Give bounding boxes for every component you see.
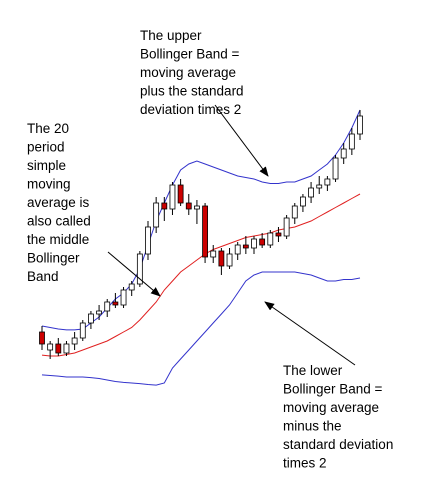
candle-body bbox=[104, 301, 111, 312]
annotation-line: Bollinger bbox=[27, 251, 80, 266]
candle-body bbox=[210, 250, 217, 258]
candle-body bbox=[267, 232, 274, 246]
candle-body bbox=[169, 184, 176, 210]
candle-body bbox=[251, 238, 257, 249]
candle-body bbox=[153, 202, 160, 228]
candle-body bbox=[145, 226, 151, 255]
candle-body bbox=[177, 184, 184, 204]
candle-body bbox=[283, 217, 290, 237]
candle-body bbox=[348, 133, 355, 150]
candle-body bbox=[234, 244, 241, 255]
annotation-line: plus the standard bbox=[140, 84, 244, 99]
candle-body bbox=[88, 313, 94, 324]
annotation-line: Bollinger Band = bbox=[283, 382, 383, 397]
candle-body bbox=[63, 343, 70, 354]
annotation-line: period bbox=[27, 140, 65, 155]
annotation-line: standard deviation bbox=[283, 437, 393, 452]
annotation-line: moving bbox=[27, 177, 71, 192]
annotation-line: Band bbox=[27, 269, 59, 284]
annotations: The upper Bollinger Band = moving average p… bbox=[27, 28, 393, 471]
arrow bbox=[214, 104, 269, 177]
annotation-line: Bollinger Band = bbox=[140, 47, 240, 62]
candle-body bbox=[120, 289, 127, 306]
candle-body bbox=[316, 184, 323, 189]
candle-body bbox=[202, 205, 208, 258]
annotation-line: average is bbox=[27, 195, 90, 210]
candle-body bbox=[112, 301, 119, 306]
candle-body bbox=[291, 205, 298, 219]
candle-body bbox=[71, 337, 78, 345]
candle-body bbox=[242, 244, 249, 249]
candle-body bbox=[218, 250, 225, 267]
candle-body bbox=[55, 343, 62, 354]
candle-body bbox=[39, 331, 45, 345]
band-line bbox=[41, 109, 361, 331]
candle-body bbox=[324, 178, 331, 186]
candle-body bbox=[300, 196, 306, 207]
candle-body bbox=[194, 205, 200, 210]
candle-body bbox=[308, 187, 314, 198]
annotation-line: simple bbox=[27, 158, 66, 173]
candle-body bbox=[357, 115, 363, 135]
annotation-line: moving average bbox=[283, 400, 379, 415]
candle-body bbox=[161, 202, 168, 210]
annotation-line: moving average bbox=[140, 65, 236, 80]
band-line bbox=[41, 271, 361, 386]
annotation-line: deviation times 2 bbox=[140, 102, 241, 117]
candle-body bbox=[226, 253, 233, 267]
annotation-line: The lower bbox=[283, 363, 343, 378]
annotation-line: times 2 bbox=[283, 456, 327, 471]
candle-body bbox=[275, 232, 282, 237]
plot-area bbox=[39, 109, 363, 386]
annotation-line: The upper bbox=[140, 28, 202, 43]
candle-body bbox=[332, 157, 339, 180]
annotation-line: the middle bbox=[27, 232, 89, 247]
candle-body bbox=[128, 283, 135, 291]
annotation-line: The 20 bbox=[27, 121, 69, 136]
candle-body bbox=[79, 322, 86, 339]
band-line bbox=[41, 193, 361, 357]
annotation-line: also called bbox=[27, 214, 91, 229]
annotation-line: minus the bbox=[283, 419, 342, 434]
candle-body bbox=[96, 310, 102, 315]
candle-body bbox=[136, 253, 143, 285]
arrow bbox=[264, 301, 356, 366]
candle-body bbox=[340, 148, 347, 159]
candle-body bbox=[185, 202, 192, 210]
candle-body bbox=[47, 343, 54, 351]
candle-body bbox=[259, 238, 266, 246]
arrow bbox=[107, 251, 161, 297]
